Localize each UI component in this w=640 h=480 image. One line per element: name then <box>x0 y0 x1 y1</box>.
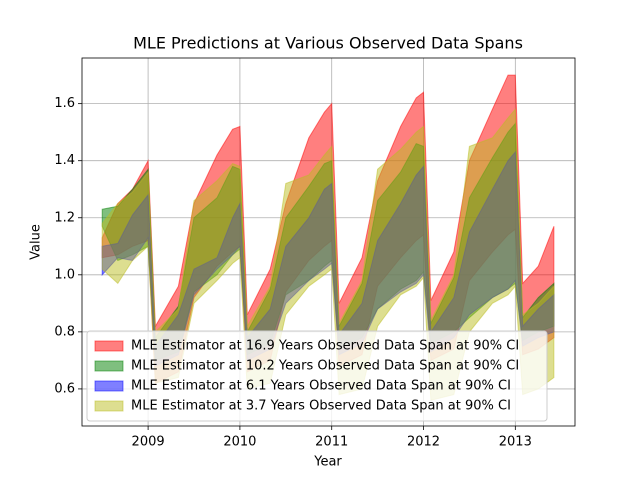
y-tick-label: 1.4 <box>54 153 75 168</box>
legend: MLE Estimator at 16.9 Years Observed Dat… <box>86 330 548 422</box>
legend-swatch <box>94 340 124 352</box>
x-tick-label: 2011 <box>315 435 348 450</box>
ci-band <box>101 107 555 401</box>
axes: 2009 2010 2011 2012 2013 0.6 0.8 1.0 1.2 1.4 1.6 <box>54 57 576 450</box>
y-tick-label: 1.0 <box>54 267 75 282</box>
legend-label: MLE Estimator at 16.9 Years Observed Dat… <box>131 339 519 354</box>
x-axis-label: Year <box>313 455 342 470</box>
x-tick-label: 2013 <box>499 435 532 450</box>
y-tick-label: 1.2 <box>54 210 75 225</box>
x-tick-label: 2012 <box>407 435 440 450</box>
plot-area <box>101 74 555 401</box>
legend-label: MLE Estimator at 6.1 Years Observed Data… <box>131 379 511 394</box>
y-tick-label: 0.6 <box>54 381 75 396</box>
legend-swatch <box>94 380 124 392</box>
legend-swatch <box>94 360 124 372</box>
y-tick-label: 0.8 <box>54 324 75 339</box>
y-axis-label: Value <box>29 224 44 260</box>
legend-label: MLE Estimator at 3.7 Years Observed Data… <box>131 399 511 414</box>
legend-box <box>86 330 548 422</box>
chart-title: MLE Predictions at Various Observed Data… <box>133 34 523 53</box>
y-tick-label: 1.6 <box>54 96 75 111</box>
legend-swatch <box>94 400 124 412</box>
legend-label: MLE Estimator at 10.2 Years Observed Dat… <box>131 359 519 374</box>
x-tick-label: 2009 <box>132 435 165 450</box>
x-tick-label: 2010 <box>223 435 256 450</box>
plot-frame <box>81 57 576 427</box>
